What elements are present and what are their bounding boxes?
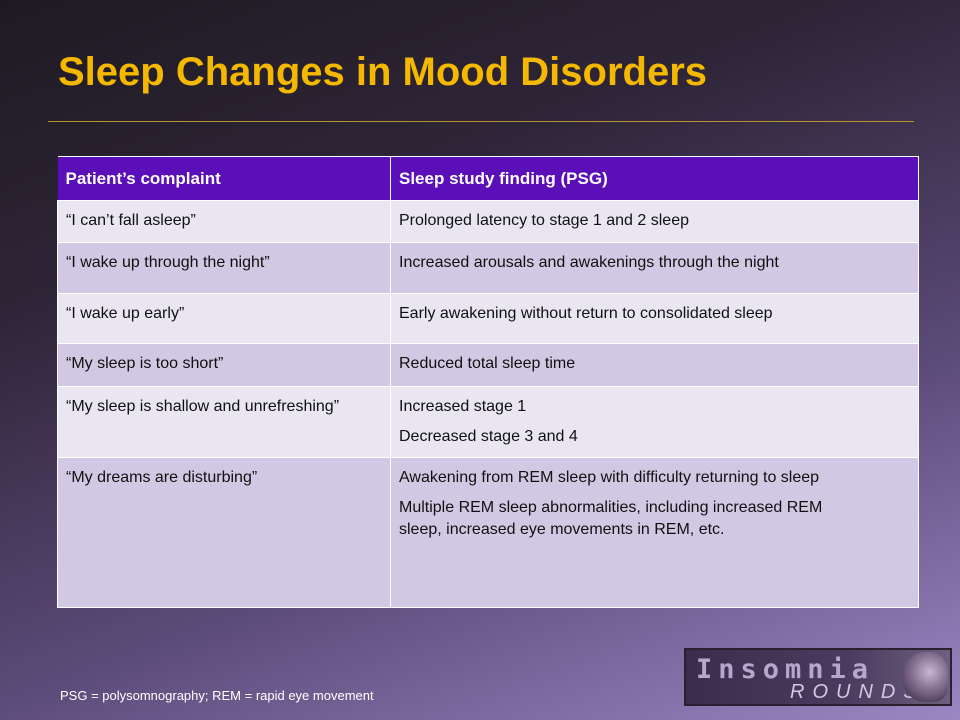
slide-title: Sleep Changes in Mood Disorders — [58, 50, 708, 94]
logo-wordmark-top: Insomnia — [696, 654, 875, 685]
finding-text: Awakening from REM sleep with difficulty… — [399, 469, 820, 486]
finding-text: Increased stage 1 — [399, 398, 527, 415]
finding-cell: Prolonged latency to stage 1 and 2 sleep — [390, 200, 919, 243]
table-row: “My sleep is shallow and unrefreshing” I… — [57, 386, 919, 458]
finding-cell: Increased stage 1 Decreased stage 3 and … — [390, 386, 919, 458]
finding-text: Early awakening without return to consol… — [399, 305, 773, 322]
finding-text: Multiple REM sleep abnormalities, includ… — [399, 499, 823, 538]
footnote: PSG = polysomnography; REM = rapid eye m… — [60, 688, 374, 703]
insomnia-rounds-logo: Insomnia ROUNDS — [684, 648, 952, 706]
finding-text: Reduced total sleep time — [399, 355, 576, 372]
complaint-cell: “I wake up early” — [57, 293, 391, 344]
finding-text: Decreased stage 3 and 4 — [399, 428, 578, 445]
complaint-cell: “I can’t fall asleep” — [57, 200, 391, 243]
complaint-cell: “My dreams are disturbing” — [57, 457, 391, 608]
table-header-row: Patient’s complaint Sleep study finding … — [57, 156, 919, 201]
header-patient-complaint: Patient’s complaint — [57, 156, 391, 201]
findings-table: Patient’s complaint Sleep study finding … — [57, 156, 919, 608]
logo-wordmark-bottom: ROUNDS — [790, 681, 925, 703]
table-row: “I wake up through the night” Increased … — [57, 242, 919, 294]
title-divider — [48, 121, 914, 122]
finding-text: Increased arousals and awakenings throug… — [399, 254, 779, 271]
finding-text: Prolonged latency to stage 1 and 2 sleep — [399, 212, 689, 229]
finding-cell: Early awakening without return to consol… — [390, 293, 919, 344]
complaint-cell: “My sleep is shallow and unrefreshing” — [57, 386, 391, 458]
header-sleep-study-finding: Sleep study finding (PSG) — [390, 156, 919, 201]
table-row: “My sleep is too short” Reduced total sl… — [57, 343, 919, 387]
complaint-cell: “I wake up through the night” — [57, 242, 391, 294]
table-row: “I wake up early” Early awakening withou… — [57, 293, 919, 344]
sleeping-face-icon — [902, 652, 948, 702]
finding-cell: Increased arousals and awakenings throug… — [390, 242, 919, 294]
complaint-cell: “My sleep is too short” — [57, 343, 391, 387]
table-row: “My dreams are disturbing” Awakening fro… — [57, 457, 919, 608]
finding-cell: Reduced total sleep time — [390, 343, 919, 387]
finding-cell: Awakening from REM sleep with difficulty… — [390, 457, 919, 608]
table-row: “I can’t fall asleep” Prolonged latency … — [57, 200, 919, 243]
